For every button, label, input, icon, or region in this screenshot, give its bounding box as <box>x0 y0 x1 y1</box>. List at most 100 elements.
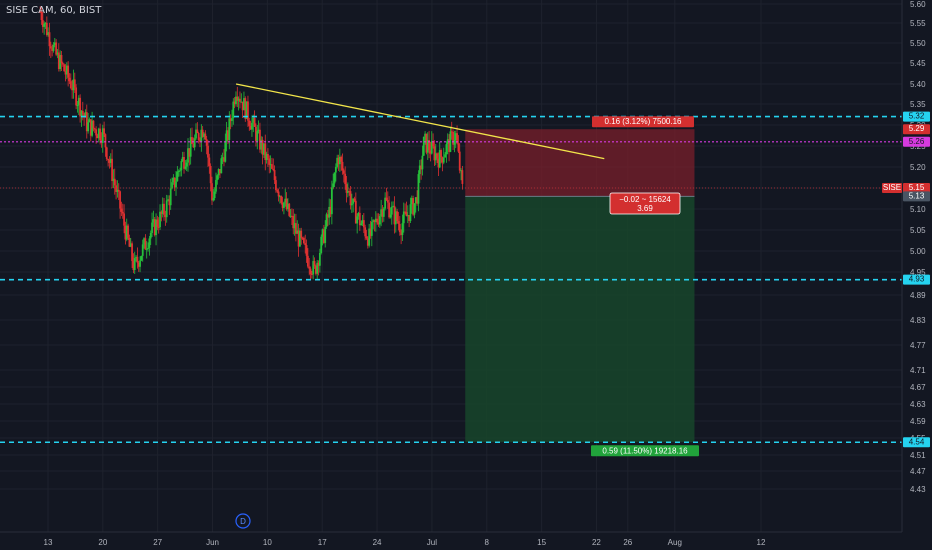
candle-body <box>293 223 296 229</box>
x-tick-label: Aug <box>668 538 682 547</box>
candle-body <box>345 184 348 193</box>
y-tick-label: 4.95 <box>910 268 926 277</box>
candle-body <box>71 88 74 91</box>
candle <box>128 234 131 247</box>
candle <box>151 212 153 237</box>
candle <box>368 223 371 248</box>
candle <box>247 95 249 128</box>
candle <box>293 213 296 236</box>
candle <box>99 123 102 145</box>
candle <box>366 236 369 249</box>
candle <box>115 180 117 200</box>
candle <box>437 152 440 176</box>
labels: 5.32 5.26 4.93 4.54 5.29 5.155.13 SISE 0.16 (3.… <box>235 111 930 529</box>
candle-body <box>364 227 367 237</box>
candle <box>334 163 337 182</box>
candle-body <box>88 119 91 123</box>
candle <box>428 130 430 159</box>
candle <box>119 190 121 219</box>
candle-body <box>272 168 275 171</box>
candle <box>345 175 348 203</box>
candle-body <box>187 148 189 163</box>
candle <box>179 167 181 177</box>
candle-body <box>430 141 433 154</box>
axis-tag-entry: 5.13 <box>903 191 930 202</box>
candle <box>120 201 123 216</box>
candle-body <box>267 153 269 159</box>
candle <box>232 98 235 125</box>
candle-body <box>107 158 109 161</box>
candle-body <box>177 170 180 172</box>
candle-body <box>200 129 203 142</box>
candle-body <box>232 101 235 119</box>
candle-body <box>208 157 211 166</box>
candle <box>139 256 141 273</box>
candle <box>85 104 88 139</box>
candle <box>304 234 307 254</box>
candle <box>405 201 408 217</box>
candle-body <box>61 63 64 65</box>
candle-body <box>127 225 129 238</box>
candle <box>79 94 82 123</box>
candle-body <box>285 198 288 210</box>
candle-body <box>64 71 67 75</box>
candle-body <box>410 198 413 205</box>
candle <box>116 180 119 198</box>
candle <box>453 130 456 153</box>
x-tick-label: Jul <box>427 538 437 547</box>
y-tick-label: 5.05 <box>910 226 926 235</box>
candle-body <box>368 228 371 246</box>
y-tick-label: 5.40 <box>910 80 926 89</box>
symbol-tag: SISE <box>882 183 902 193</box>
candle <box>209 163 212 192</box>
candle <box>402 202 405 233</box>
candle <box>113 168 116 195</box>
y-tick-label: 4.77 <box>910 341 926 350</box>
candle-body <box>105 147 108 159</box>
candle-body <box>424 133 426 137</box>
candle <box>88 117 91 123</box>
candle-body <box>243 98 245 111</box>
x-tick-label: 27 <box>153 538 162 547</box>
candle-body <box>55 42 58 55</box>
candle <box>438 141 441 169</box>
candle-body <box>72 79 75 91</box>
candle-body <box>437 158 440 168</box>
candle <box>369 220 372 239</box>
candle <box>457 135 460 154</box>
candle-body <box>445 144 448 155</box>
candle-body <box>281 202 284 208</box>
candle-body <box>442 157 445 163</box>
candle <box>261 136 264 165</box>
target-label: 0.59 (11.50%) 19218.16 <box>591 445 699 457</box>
target-label-bg <box>591 445 699 457</box>
candle <box>48 22 51 56</box>
axis-tag-5.32-text: 5.32 <box>909 112 925 121</box>
drawing-lines[interactable] <box>0 83 902 444</box>
candle <box>71 80 74 99</box>
candle-body <box>370 221 373 236</box>
candle <box>330 180 333 225</box>
candle-body <box>373 220 376 223</box>
candle <box>406 205 409 224</box>
candle-body <box>204 133 207 140</box>
candle <box>392 201 395 208</box>
candle-body <box>144 238 147 250</box>
candle <box>322 224 325 245</box>
candle <box>199 137 201 148</box>
candle-body <box>458 151 461 171</box>
candle-body <box>96 135 99 139</box>
candle <box>421 145 424 176</box>
candle <box>195 123 197 140</box>
candle <box>164 210 167 226</box>
candle <box>410 195 413 214</box>
candle-body <box>392 205 395 207</box>
axis-tag-5.26-text: 5.26 <box>909 137 925 146</box>
candle <box>397 211 400 231</box>
candle-body <box>189 137 192 157</box>
candle-body <box>65 65 68 75</box>
candle-body <box>309 268 312 275</box>
candle-body <box>183 157 185 169</box>
axis-tag-stop-bg <box>903 124 930 135</box>
